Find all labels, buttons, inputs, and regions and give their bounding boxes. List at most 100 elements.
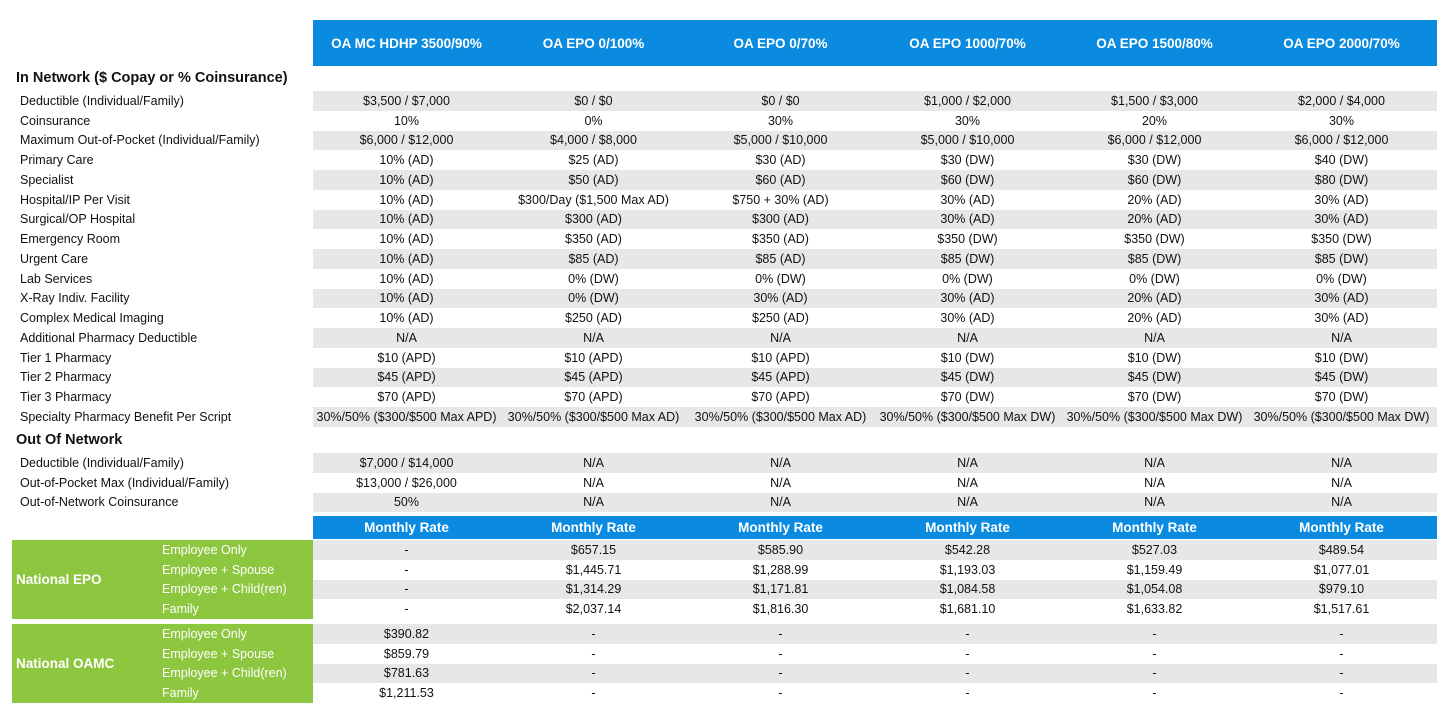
rate-cell-plan-2: $657.15 [570, 542, 617, 557]
cell-plan-3: 0% (DW) [755, 271, 806, 286]
cell-plan-2: $10 (APD) [564, 350, 623, 365]
cell-plan-6: 30% (AD) [1314, 192, 1369, 207]
cell-plan-1: $45 (APD) [377, 370, 436, 385]
cell-plan-4: 30% (AD) [940, 291, 995, 306]
cell-plan-2: N/A [583, 475, 604, 490]
cell-plan-3: $85 (AD) [755, 251, 806, 266]
row-label: Emergency Room [20, 232, 121, 247]
rate-cell-plan-1: - [404, 582, 409, 597]
table-row: Tier 1 Pharmacy $10 (APD) $10 (APD) $10 (AP… [0, 348, 1444, 368]
cell-plan-2: $250 (AD) [565, 311, 622, 326]
cell-plan-6: $6,000 / $12,000 [1294, 133, 1389, 148]
table-row: Urgent Care 10% (AD) $85 (AD) $85 (AD) $85 (… [0, 249, 1444, 269]
cell-plan-2: $25 (AD) [568, 153, 619, 168]
monthly-rate-header: Monthly Rate [551, 520, 636, 535]
table-row: Tier 2 Pharmacy $45 (APD) $45 (APD) $45 (AP… [0, 367, 1444, 388]
cell-plan-1: $70 (APD) [377, 390, 436, 405]
rate-row: $781.63 - - - - - [0, 663, 1444, 684]
row-band [313, 328, 1437, 348]
rate-cell-plan-6: - [1339, 626, 1344, 641]
cell-plan-5: N/A [1144, 475, 1165, 490]
cell-plan-5: $85 (DW) [1127, 251, 1182, 266]
rate-cell-plan-6: $489.54 [1318, 542, 1365, 557]
cell-plan-1: 50% [393, 495, 420, 510]
cell-plan-2: N/A [583, 455, 604, 470]
cell-plan-6: $70 (DW) [1314, 390, 1369, 405]
cell-plan-5: $70 (DW) [1127, 390, 1182, 405]
table-row: Specialist 10% (AD) $50 (AD) $60 (AD) $60 (D… [0, 170, 1444, 190]
rate-cell-plan-3: $585.90 [757, 542, 804, 557]
row-label: Coinsurance [20, 113, 91, 128]
row-band [313, 663, 1437, 684]
cell-plan-4: 30% (AD) [940, 311, 995, 326]
row-label: Tier 1 Pharmacy [20, 350, 112, 365]
coverage-tier-label: Employee + Child(ren) [162, 582, 287, 597]
cell-plan-1: 10% (AD) [379, 192, 434, 207]
cell-plan-6: 30% (AD) [1314, 311, 1369, 326]
cell-plan-1: $6,000 / $12,000 [359, 133, 454, 148]
row-band [313, 492, 1437, 513]
coverage-tier-label: Family [162, 602, 199, 617]
rate-cell-plan-4: $1,193.03 [939, 562, 996, 577]
cell-plan-6: $10 (DW) [1314, 350, 1369, 365]
table-row: Lab Services 10% (AD) 0% (DW) 0% (DW) 0% (DW… [0, 269, 1444, 289]
cell-plan-4: 0% (DW) [942, 271, 993, 286]
rate-cell-plan-5: - [1152, 646, 1157, 661]
cell-plan-6: N/A [1331, 455, 1352, 470]
table-row: Additional Pharmacy Deductible N/A N/A N/A N… [0, 328, 1444, 348]
cell-plan-5: 20% (AD) [1127, 291, 1182, 306]
cell-plan-5: $10 (DW) [1127, 350, 1182, 365]
rate-cell-plan-5: $1,054.08 [1126, 582, 1183, 597]
cell-plan-6: N/A [1331, 495, 1352, 510]
cell-plan-1: N/A [396, 330, 417, 345]
row-band [313, 209, 1437, 230]
cell-plan-4: $85 (DW) [940, 251, 995, 266]
cell-plan-6: 30% (AD) [1314, 212, 1369, 227]
cell-plan-1: 10% (AD) [379, 153, 434, 168]
cell-plan-5: 20% (AD) [1127, 212, 1182, 227]
table-row: Complex Medical Imaging 10% (AD) $250 (AD)… [0, 308, 1444, 328]
cell-plan-6: $45 (DW) [1314, 370, 1369, 385]
rate-cell-plan-6: - [1339, 686, 1344, 701]
row-band [313, 170, 1437, 190]
table-row: Emergency Room 10% (AD) $350 (AD) $350 (AD)… [0, 229, 1444, 249]
rate-cell-plan-1: - [404, 562, 409, 577]
rate-cell-plan-5: - [1152, 686, 1157, 701]
row-band [313, 407, 1437, 427]
rate-cell-plan-6: - [1339, 646, 1344, 661]
table-row: X-Ray Indiv. Facility 10% (AD) 0% (DW) 30% … [0, 288, 1444, 309]
cell-plan-6: N/A [1331, 330, 1352, 345]
coverage-tier-label: Employee + Spouse [162, 562, 275, 577]
cell-plan-3: 30% [767, 113, 794, 128]
cell-plan-4: $60 (DW) [940, 172, 995, 187]
row-label: Complex Medical Imaging [20, 311, 164, 326]
cell-plan-1: 10% (AD) [379, 212, 434, 227]
cell-plan-6: $40 (DW) [1314, 153, 1369, 168]
cell-plan-6: $2,000 / $4,000 [1298, 93, 1385, 108]
cell-plan-5: $60 (DW) [1127, 172, 1182, 187]
row-label: Specialist [20, 172, 74, 187]
cell-plan-3: $250 (AD) [752, 311, 809, 326]
cell-plan-6: N/A [1331, 475, 1352, 490]
cell-plan-3: 30%/50% ($300/$500 Max AD) [694, 409, 867, 424]
cell-plan-4: $350 (DW) [937, 232, 998, 247]
cell-plan-5: N/A [1144, 495, 1165, 510]
rate-cell-plan-5: $527.03 [1131, 542, 1178, 557]
cell-plan-5: $350 (DW) [1124, 232, 1185, 247]
rate-row: $859.79 - - - - - [0, 644, 1444, 664]
cell-plan-5: $1,500 / $3,000 [1111, 93, 1198, 108]
rate-cell-plan-2: - [591, 686, 596, 701]
monthly-rate-header: Monthly Rate [925, 520, 1010, 535]
table-row: Tier 3 Pharmacy $70 (APD) $70 (APD) $70 (AP… [0, 387, 1444, 407]
cell-plan-2: 0% [584, 113, 603, 128]
rate-cell-plan-6: $1,517.61 [1313, 602, 1370, 617]
cell-plan-5: $45 (DW) [1127, 370, 1182, 385]
rate-cell-plan-3: $1,288.99 [752, 562, 809, 577]
rate-cell-plan-1: $1,211.53 [379, 686, 434, 701]
cell-plan-2: $50 (AD) [568, 172, 619, 187]
cell-plan-6: $350 (DW) [1311, 232, 1372, 247]
cell-plan-5: 0% (DW) [1129, 271, 1180, 286]
cell-plan-5: N/A [1144, 330, 1165, 345]
table-row: Deductible (Individual/Family) $3,500 / $… [0, 91, 1444, 111]
rate-row: $390.82 - - - - - [0, 624, 1444, 644]
